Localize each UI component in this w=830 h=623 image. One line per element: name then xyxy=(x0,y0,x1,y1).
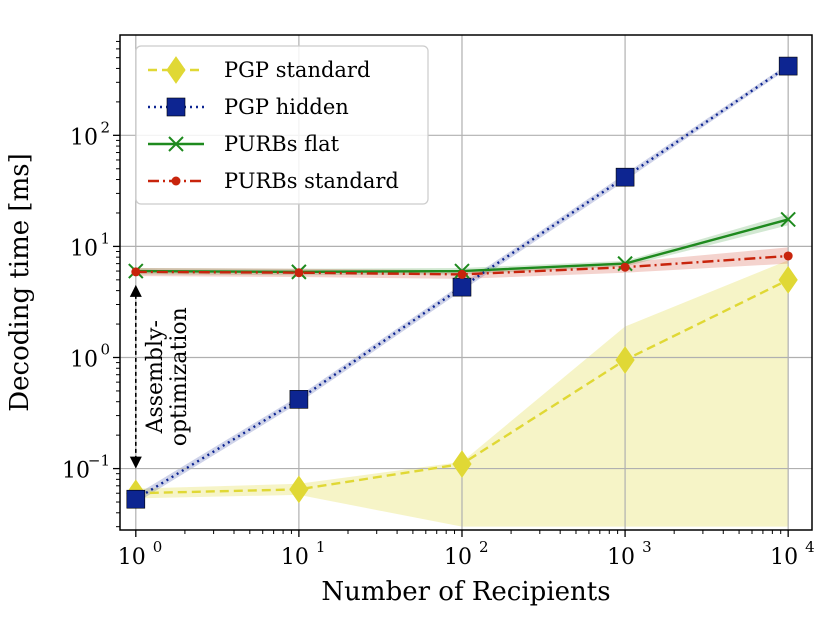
legend-label-purbs-standard: PURBs standard xyxy=(224,169,399,193)
x-axis-label: Number of Recipients xyxy=(321,577,610,607)
annotation-arrow-head-down xyxy=(129,456,142,469)
marker-pgp-hidden xyxy=(778,56,798,76)
y-tick-exponent: 0 xyxy=(100,340,110,358)
x-tick-exponent: 2 xyxy=(479,538,489,556)
marker-purbs-standard xyxy=(294,268,304,278)
y-axis-label: Decoding time [ms] xyxy=(5,153,35,411)
x-tick-label: 10 xyxy=(444,545,472,570)
plot-frame xyxy=(119,34,813,531)
legend-marker-purbs-standard xyxy=(171,176,181,186)
x-tick-label: 10 xyxy=(770,545,798,570)
marker-purbs-flat xyxy=(780,211,796,228)
marker-purbs-standard xyxy=(457,269,467,279)
marker-pgp-standard xyxy=(778,265,798,294)
marker-pgp-hidden xyxy=(615,167,635,187)
x-tick-label: 10 xyxy=(118,545,146,570)
x-tick-label: 10 xyxy=(281,545,309,570)
marker-pgp-hidden xyxy=(452,277,472,297)
x-tick-exponent: 0 xyxy=(153,538,163,556)
marker-purbs-standard xyxy=(783,251,793,261)
line-purbs-standard xyxy=(135,254,789,276)
x-tick-exponent: 4 xyxy=(805,538,815,556)
marker-pgp-hidden xyxy=(289,390,309,409)
legend-marker-pgp-standard xyxy=(166,56,186,84)
marker-pgp-standard xyxy=(615,346,635,374)
y-tick-exponent: 2 xyxy=(100,118,110,136)
x-tick-exponent: 3 xyxy=(642,538,652,556)
legend-label-purbs-flat: PURBs flat xyxy=(224,132,340,156)
legend-label-pgp-hidden: PGP hidden xyxy=(224,95,349,119)
band-purbs-flat xyxy=(135,214,789,276)
marker-pgp-standard xyxy=(452,450,472,478)
annotation-text: Assembly- xyxy=(143,320,168,434)
x-tick-label: 10 xyxy=(607,545,635,570)
y-tick-exponent: 1 xyxy=(100,229,110,247)
band-pgp-hidden xyxy=(135,63,789,504)
annotation-arrow-head-up xyxy=(129,284,142,297)
line-pgp-hidden xyxy=(135,65,789,501)
marker-pgp-standard xyxy=(289,475,309,504)
marker-purbs-standard xyxy=(131,267,141,277)
y-tick-exponent: −1 xyxy=(88,452,110,470)
legend-marker-pgp-hidden xyxy=(166,97,186,117)
y-tick-label: 10 xyxy=(62,459,90,484)
marker-purbs-standard xyxy=(620,262,630,272)
x-tick-exponent: 1 xyxy=(316,538,326,556)
legend: PGP standard PGP hidden PURBs flat PURBs st… xyxy=(135,45,429,205)
annotation-text: optimization xyxy=(167,307,192,446)
legend-label-pgp-standard: PGP standard xyxy=(224,58,370,82)
legend-marker-purbs-flat xyxy=(168,136,184,152)
y-tick-label: 10 xyxy=(70,125,98,150)
annotation: Assembly-optimization xyxy=(129,284,192,469)
legend-box xyxy=(135,45,429,205)
marker-pgp-hidden xyxy=(126,489,146,509)
y-tick-label: 10 xyxy=(70,236,98,261)
y-tick-label: 10 xyxy=(70,347,98,372)
series-markers xyxy=(126,56,798,509)
